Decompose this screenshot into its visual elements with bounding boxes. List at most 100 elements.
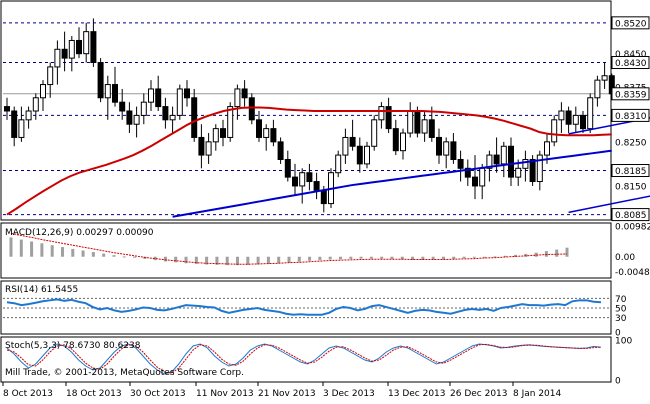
macd-label: MACD(12,26,9) 0.00297 0.00090 bbox=[5, 228, 154, 238]
trend-channel-line bbox=[568, 195, 650, 214]
candle-body bbox=[169, 114, 176, 121]
candle-body bbox=[407, 110, 414, 134]
price-label-box bbox=[611, 208, 650, 222]
candle-body bbox=[335, 154, 342, 174]
price-tick-label: 0.8450 bbox=[615, 50, 647, 60]
candle-body bbox=[457, 158, 464, 169]
candle-body bbox=[551, 119, 558, 143]
candle-body bbox=[148, 88, 154, 103]
macd-histogram-bar bbox=[215, 256, 219, 265]
price-tick-label: 0.8250 bbox=[615, 138, 647, 148]
price-tick-label: 0.8185 bbox=[615, 167, 647, 177]
macd-histogram-bar bbox=[102, 253, 106, 257]
rsi-line bbox=[6, 298, 602, 316]
macd-histogram-bar bbox=[514, 254, 518, 257]
macd-histogram-bar bbox=[349, 256, 353, 259]
macd-histogram-bar bbox=[493, 256, 497, 258]
trend-channel-line bbox=[568, 117, 650, 135]
macd-histogram-bar bbox=[452, 256, 456, 259]
macd-histogram-bar bbox=[380, 256, 384, 259]
candle-body bbox=[119, 101, 126, 112]
price-tick-label: 0.8310 bbox=[615, 112, 647, 122]
rsi-tick-label: 0 bbox=[615, 329, 621, 339]
candle-body bbox=[400, 132, 406, 152]
candle-body bbox=[241, 88, 248, 99]
price-tick-label: 0.8430 bbox=[615, 59, 647, 69]
red-moving-average bbox=[6, 106, 612, 216]
candle-body bbox=[248, 97, 255, 121]
candle-body bbox=[18, 119, 25, 138]
rsi-tick-label: 50 bbox=[615, 305, 627, 315]
candle-body bbox=[450, 141, 457, 160]
macd-signal-line bbox=[10, 232, 568, 265]
macd-histogram-bar bbox=[534, 252, 538, 257]
candle-body bbox=[464, 167, 471, 178]
macd-histogram-bar bbox=[60, 247, 64, 257]
candle-body bbox=[68, 39, 75, 59]
candle-body bbox=[83, 31, 90, 55]
macd-histogram-bar bbox=[338, 256, 342, 260]
candle-body bbox=[594, 79, 601, 99]
candle-body bbox=[133, 114, 140, 125]
candle-body bbox=[256, 119, 262, 138]
candle-body bbox=[536, 154, 543, 183]
candle-body bbox=[76, 39, 82, 55]
x-tick-label: 13 Dec 2013 bbox=[388, 389, 446, 399]
stoch-main-line bbox=[6, 343, 602, 375]
stoch-label: Stoch(5,3,3) 78.6730 80.6238 bbox=[5, 341, 141, 351]
macd-histogram-bar bbox=[318, 256, 322, 261]
price-label-box bbox=[611, 56, 650, 70]
rsi-tick-label: 70 bbox=[615, 295, 627, 305]
candle-body bbox=[205, 141, 212, 156]
macd-histogram-bar bbox=[133, 256, 137, 258]
macd-histogram-bar bbox=[19, 239, 23, 257]
candle-body bbox=[356, 145, 363, 165]
candle-body bbox=[97, 62, 104, 99]
macd-histogram-bar bbox=[472, 256, 476, 258]
candle-body bbox=[364, 145, 370, 165]
macd-histogram-bar bbox=[81, 250, 85, 257]
macd-histogram-bar bbox=[9, 237, 13, 257]
candle-body bbox=[544, 141, 550, 156]
macd-histogram-bar bbox=[328, 256, 332, 260]
candle-body bbox=[270, 128, 277, 143]
candle-body bbox=[428, 119, 435, 138]
candle-body bbox=[126, 110, 133, 125]
candle-body bbox=[104, 84, 111, 99]
candle-body bbox=[227, 106, 234, 138]
candle-body bbox=[191, 97, 198, 138]
candle-body bbox=[508, 145, 514, 178]
macd-histogram-bar bbox=[308, 256, 312, 261]
candle-body bbox=[184, 88, 190, 99]
candle-body bbox=[292, 176, 298, 187]
candle-body bbox=[421, 119, 428, 134]
macd-histogram-bar bbox=[112, 255, 116, 257]
macd-histogram-bar bbox=[236, 256, 240, 266]
price-label-box bbox=[611, 87, 650, 101]
price-tick-label: 0.8150 bbox=[615, 182, 647, 192]
candle-body bbox=[500, 145, 507, 165]
macd-histogram-bar bbox=[71, 248, 75, 257]
x-tick-label: 18 Oct 2013 bbox=[66, 389, 122, 399]
candle-body bbox=[385, 106, 392, 130]
candle-body bbox=[371, 119, 378, 147]
candle-body bbox=[320, 189, 327, 205]
candle-body bbox=[565, 110, 572, 125]
candle-body bbox=[378, 106, 385, 121]
price-tick-label: 0.8520 bbox=[615, 19, 647, 29]
candle-body bbox=[306, 172, 313, 183]
x-tick-label: 21 Nov 2013 bbox=[258, 389, 316, 399]
candle-body bbox=[342, 136, 349, 156]
macd-histogram-bar bbox=[555, 249, 559, 257]
macd-histogram-bar bbox=[369, 256, 373, 259]
stoch-panel-frame bbox=[0, 336, 612, 383]
candle-body bbox=[47, 66, 54, 86]
macd-histogram-bar bbox=[30, 241, 34, 257]
macd-histogram-bar bbox=[205, 256, 209, 265]
candle-body bbox=[155, 88, 162, 108]
candle-body bbox=[349, 136, 356, 147]
candle-body bbox=[162, 106, 169, 121]
macd-histogram-bar bbox=[565, 247, 569, 257]
candle-body bbox=[277, 141, 284, 160]
